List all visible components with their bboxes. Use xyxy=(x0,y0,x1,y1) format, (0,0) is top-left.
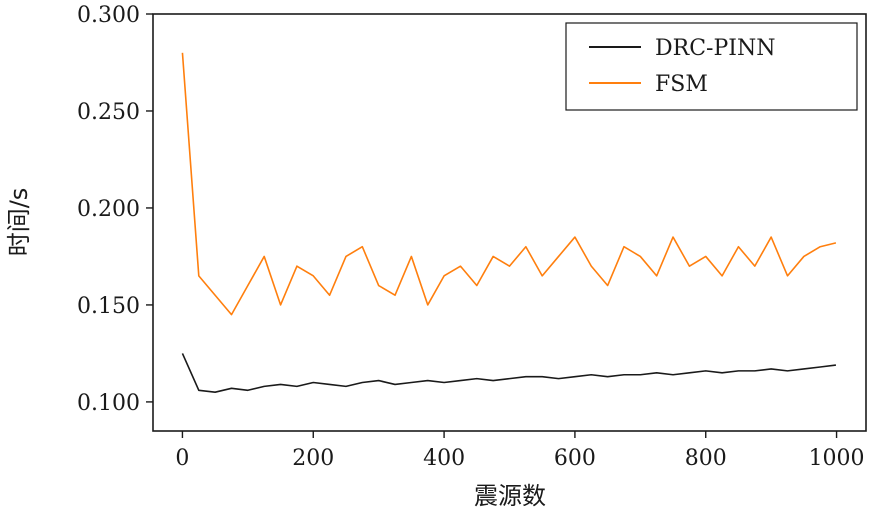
x-tick-label: 600 xyxy=(554,446,596,471)
legend-label-fsm: FSM xyxy=(655,72,708,97)
x-tick-label: 0 xyxy=(175,446,189,471)
x-tick-label: 400 xyxy=(423,446,465,471)
legend-label-drc-pinn: DRC-PINN xyxy=(655,36,775,61)
y-tick-label: 0.150 xyxy=(77,294,140,319)
x-tick-label: 1000 xyxy=(809,446,865,471)
x-tick-label: 800 xyxy=(685,446,727,471)
y-tick-label: 0.200 xyxy=(77,197,140,222)
y-tick-label: 0.300 xyxy=(77,3,140,28)
y-tick-label: 0.250 xyxy=(77,100,140,125)
y-axis-title: 时间/s xyxy=(5,188,33,257)
series-line-drc-pinn xyxy=(182,353,835,392)
legend: DRC-PINN FSM xyxy=(566,23,857,110)
x-tick-label: 200 xyxy=(292,446,334,471)
x-axis-title: 震源数 xyxy=(474,482,546,510)
y-tick-label: 0.100 xyxy=(77,391,140,416)
